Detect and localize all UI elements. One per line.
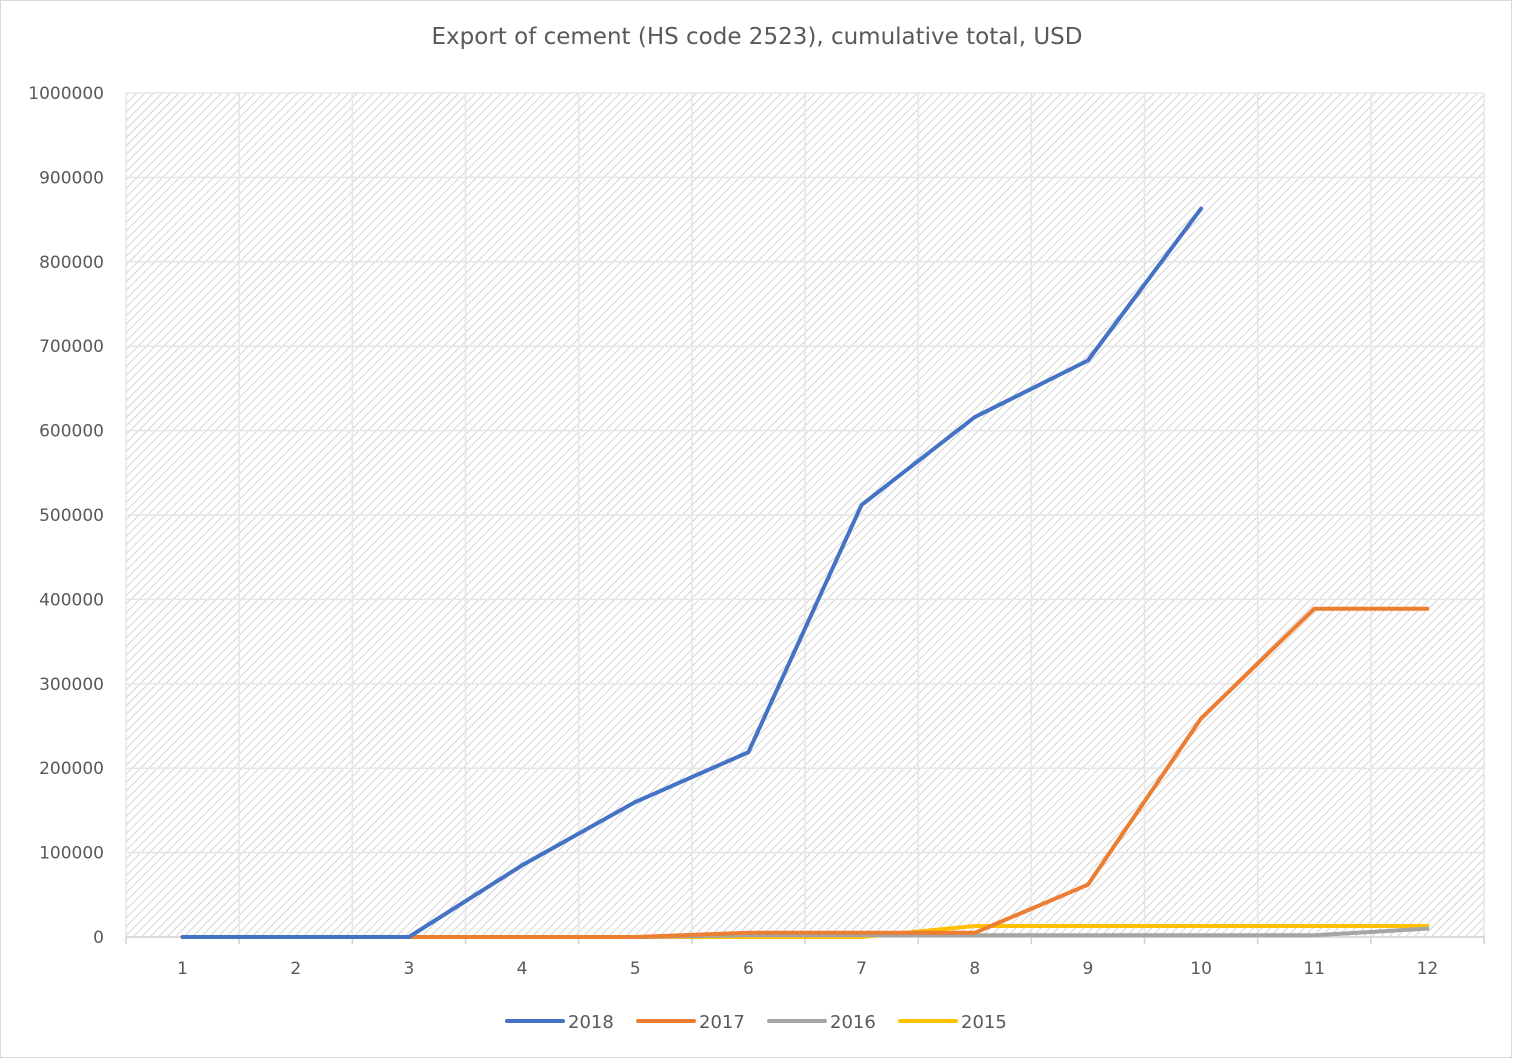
y-tick-label: 900000 [39, 168, 104, 188]
y-tick-label: 300000 [39, 675, 104, 695]
x-tick-label: 6 [743, 959, 754, 979]
y-tick-label: 1000000 [28, 84, 104, 104]
x-tick-label: 8 [969, 959, 980, 979]
x-tick-label: 7 [856, 959, 867, 979]
y-tick-label: 800000 [39, 253, 104, 273]
legend-label-2016: 2016 [830, 1012, 876, 1033]
y-tick-label: 100000 [39, 844, 104, 864]
x-tick-label: 3 [404, 959, 415, 979]
x-tick-label: 9 [1083, 959, 1094, 979]
y-tick-label: 0 [93, 928, 104, 948]
x-tick-label: 11 [1303, 959, 1325, 979]
legend-label-2017: 2017 [699, 1012, 745, 1033]
x-tick-label: 2 [290, 959, 301, 979]
y-tick-label: 500000 [39, 506, 104, 526]
chart-title: Export of cement (HS code 2523), cumulat… [431, 24, 1083, 50]
x-tick-label: 5 [630, 959, 641, 979]
y-tick-label: 600000 [39, 422, 104, 442]
y-tick-label: 200000 [39, 759, 104, 779]
series-line-2018 [180, 206, 1204, 939]
x-tick-label: 4 [517, 959, 528, 979]
x-tick-label: 10 [1190, 959, 1212, 979]
y-tick-label: 400000 [39, 590, 104, 610]
x-tick-label: 12 [1417, 959, 1439, 979]
y-tick-label: 700000 [39, 337, 104, 357]
legend-label-2018: 2018 [568, 1012, 614, 1033]
legend-label-2015: 2015 [961, 1012, 1007, 1033]
x-tick-label: 1 [177, 959, 188, 979]
